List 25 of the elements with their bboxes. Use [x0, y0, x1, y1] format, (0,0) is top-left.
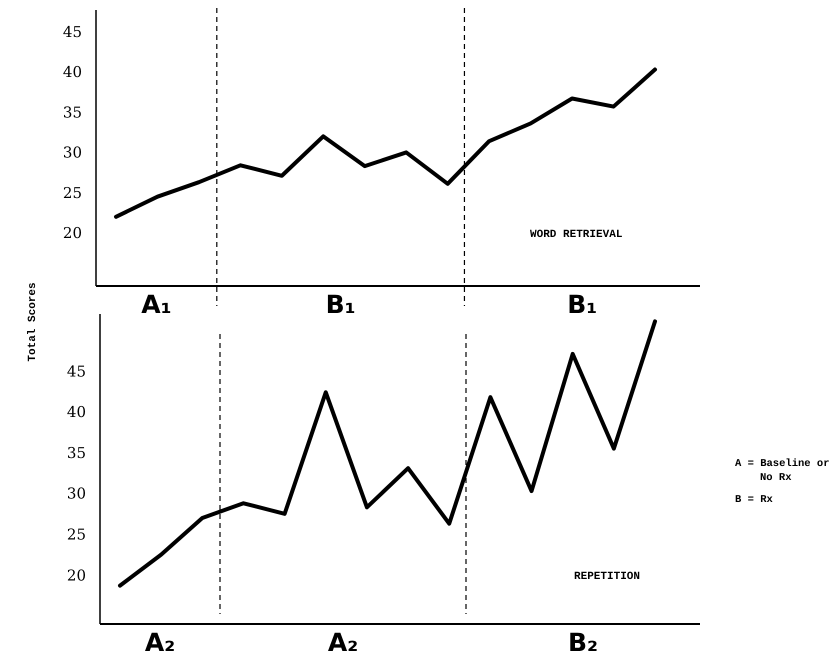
text: A₂: [328, 628, 358, 657]
y-axis-title: Total Scores: [27, 282, 39, 362]
y-tick-label: 25: [62, 184, 82, 202]
text: A₂: [144, 628, 176, 657]
text: A = Baseline or No Rx: [735, 458, 830, 484]
y-tick-label: 20: [66, 566, 86, 584]
y-tick-label: 35: [62, 103, 82, 122]
text: REPETITION: [574, 571, 640, 583]
annotation: B₁: [567, 290, 598, 319]
y-tick-label: 40: [62, 63, 82, 82]
y-tick-label: 45: [66, 362, 86, 380]
text: B = Rx: [735, 494, 774, 506]
annotation: B₁: [326, 290, 356, 319]
annotation: A₁: [141, 290, 172, 319]
y-tick-label: 25: [66, 526, 86, 544]
y-tick-label: 30: [66, 484, 86, 503]
text: B₂: [568, 628, 598, 657]
text: WORD RETRIEVAL: [530, 229, 623, 241]
y-tick-label: 30: [62, 144, 82, 162]
y-tick-label: 40: [66, 403, 86, 422]
line-series: [118, 319, 657, 588]
y-tick-label: 45: [62, 22, 82, 41]
y-tick-label: 35: [66, 444, 86, 462]
y-tick-label: 20: [62, 224, 82, 242]
line-series: [114, 68, 657, 219]
